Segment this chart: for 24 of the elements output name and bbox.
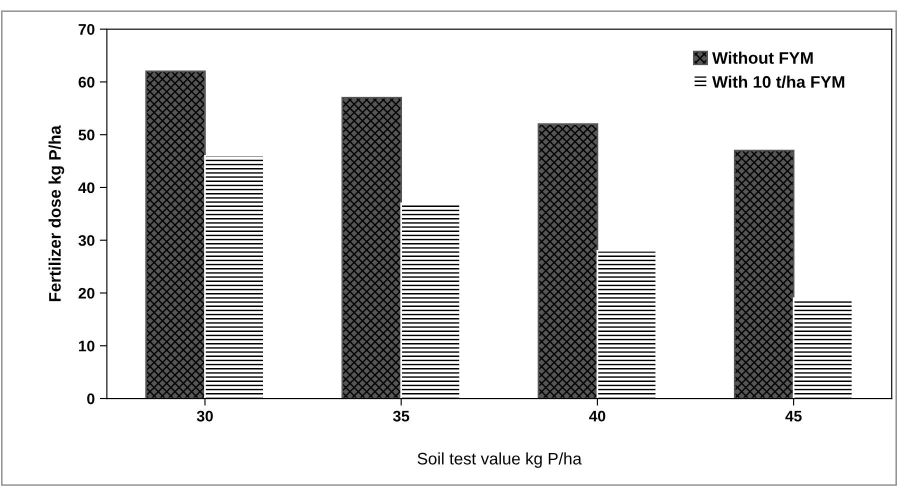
y-tick-label: 0 [87, 393, 94, 404]
bar [596, 250, 658, 399]
x-axis-title: Soil test value kg P/ha [418, 452, 582, 468]
bar [734, 150, 794, 399]
legend-label: Without FYM [712, 52, 813, 64]
x-tick-label: 30 [196, 410, 213, 422]
y-tick-label: 50 [78, 130, 94, 140]
bar [400, 202, 461, 399]
y-axis-title: Fertilizer dose kg P/ha [48, 125, 64, 302]
bar [792, 297, 854, 399]
x-tick-label: 35 [393, 410, 410, 422]
bar [204, 154, 265, 399]
y-tick-label: 30 [78, 235, 94, 246]
y-tick-label: 40 [78, 182, 94, 194]
y-tick-label: 10 [79, 340, 94, 352]
legend-label: With 10 t/ha FYM [712, 76, 844, 88]
y-tick-label: 20 [78, 288, 94, 299]
bar [145, 70, 206, 399]
x-tick-label: 45 [785, 410, 802, 422]
y-tick-label: 60 [78, 76, 94, 88]
bar [341, 96, 402, 399]
x-tick-label: 40 [589, 410, 606, 422]
y-tick-label: 70 [78, 24, 94, 35]
bar [538, 123, 598, 399]
